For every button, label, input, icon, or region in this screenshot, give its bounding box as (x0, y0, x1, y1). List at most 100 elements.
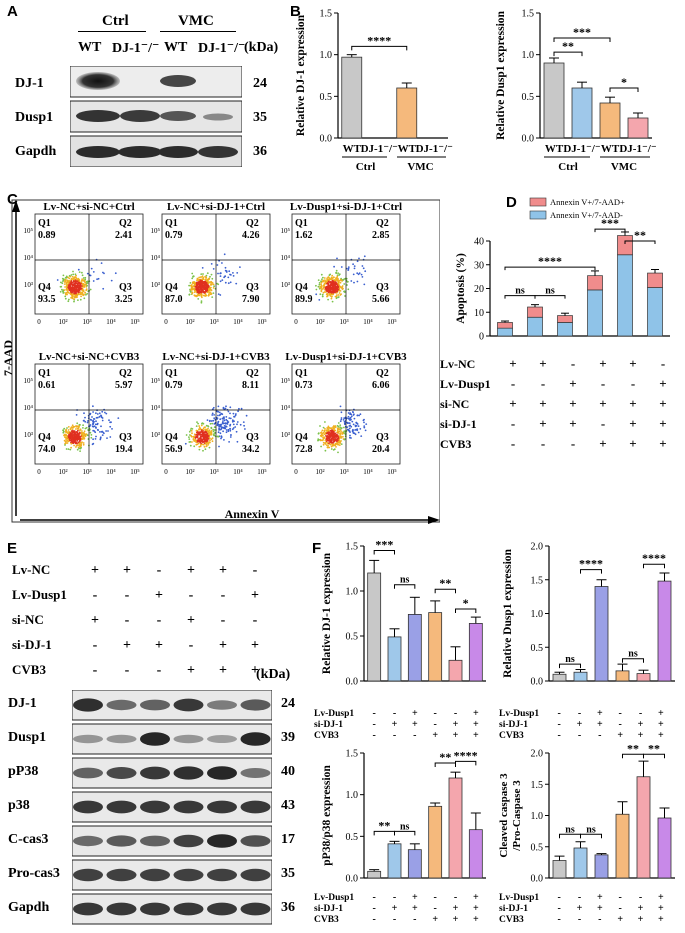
dot (69, 432, 72, 434)
significance-label: **** (642, 551, 666, 565)
dot (202, 278, 205, 280)
dot (89, 431, 92, 434)
blot-image-a (70, 66, 242, 167)
treatment-sign: - (618, 719, 621, 730)
bar (448, 777, 463, 879)
significance-bracket (504, 266, 596, 271)
dot (223, 253, 226, 256)
blot-band (73, 734, 103, 744)
treatment-sign: + (638, 730, 644, 741)
dot (331, 434, 333, 436)
dot (320, 286, 323, 289)
dot (193, 281, 196, 284)
y-tick-label: 10⁵ (281, 227, 291, 235)
treatment-sign: - (413, 914, 416, 925)
dot (82, 442, 85, 444)
dot (347, 288, 350, 291)
treatment-sign: - (557, 914, 560, 925)
dot (352, 263, 354, 266)
dot (209, 291, 212, 294)
dot (211, 412, 214, 415)
treatment-sign: - (372, 914, 375, 925)
dot (339, 281, 342, 284)
plot-title: Lv-NC+si-DJ-1+Ctrl (167, 201, 265, 213)
dot (65, 428, 67, 431)
dot (199, 276, 202, 278)
treatment-label: Lv-NC (440, 358, 475, 371)
dot (200, 280, 203, 283)
treatment-sign: + (453, 914, 459, 925)
plot-title: Lv-NC+si-DJ-1+CVB3 (162, 351, 270, 363)
dot (200, 424, 203, 427)
treatment-label: Lv-Dusp1 (314, 893, 354, 903)
dot (323, 436, 326, 439)
quadrant-value: 0.79 (165, 230, 183, 241)
blot-band (240, 699, 271, 711)
treatment-sign: - (253, 613, 258, 628)
significance-bracket (643, 563, 665, 569)
dot (349, 416, 352, 419)
y-tick-label: 1.0 (346, 587, 359, 598)
dot (213, 429, 216, 431)
dot (108, 419, 110, 422)
dot (86, 272, 89, 275)
dot (86, 284, 88, 287)
dot (188, 438, 191, 440)
x-tick-label: 10² (315, 468, 324, 476)
dot (331, 282, 333, 285)
x-tick-label: 10⁵ (257, 318, 267, 326)
dot (233, 415, 236, 418)
scatter-dots (62, 405, 120, 452)
dot (323, 429, 326, 432)
significance-label: ns (515, 286, 525, 297)
bar (573, 671, 588, 682)
dot (320, 290, 323, 293)
dot (196, 286, 199, 289)
dot (196, 284, 199, 287)
bar (599, 102, 621, 139)
bar (552, 673, 567, 682)
y-tick-label: 0.5 (522, 92, 535, 103)
dot (223, 419, 226, 422)
dot (68, 435, 71, 438)
quadrant-name: Q2 (119, 218, 132, 229)
treatment-sign: - (393, 730, 396, 741)
dot (79, 424, 81, 426)
blot-band (173, 766, 204, 780)
bar (341, 56, 363, 139)
dot (92, 280, 95, 282)
dot (67, 429, 70, 431)
treatment-sign: - (189, 588, 194, 603)
dot (348, 427, 351, 430)
dot (72, 295, 74, 298)
dot (222, 430, 225, 433)
quadrant-name: Q2 (376, 368, 389, 379)
dot (332, 280, 335, 283)
dot (335, 288, 337, 290)
x-tick-label: 10³ (339, 318, 348, 326)
treatment-sign: + (91, 613, 99, 628)
dot (227, 421, 230, 423)
dot (339, 426, 342, 429)
dot (216, 423, 219, 425)
bar (367, 870, 382, 879)
dot (192, 275, 195, 277)
dot (100, 425, 102, 428)
dot (321, 429, 324, 432)
blot-band (207, 700, 237, 710)
treatment-sign: + (658, 892, 664, 903)
dot (351, 420, 354, 423)
x-tick-label: 10³ (209, 468, 218, 476)
dot (197, 432, 200, 435)
dot (70, 287, 73, 289)
dot (96, 416, 99, 419)
dot (79, 298, 82, 301)
dot (331, 441, 334, 444)
y-tick-label: 0.5 (320, 92, 333, 103)
dot (77, 282, 80, 285)
dot (227, 430, 230, 433)
treatment-sign: + (539, 396, 546, 411)
dot (327, 288, 329, 291)
bar (428, 805, 443, 879)
dot (225, 416, 228, 418)
